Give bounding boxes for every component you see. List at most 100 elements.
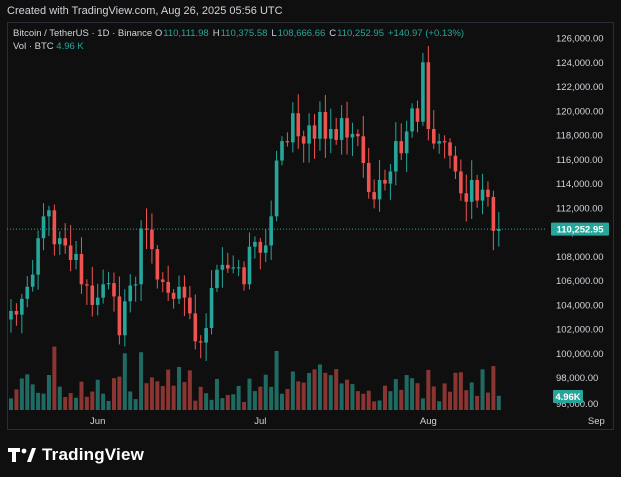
candle[interactable] [160,272,165,293]
candle[interactable] [350,122,355,157]
candle[interactable] [95,283,100,316]
candle[interactable] [366,147,371,199]
candle[interactable] [377,160,382,212]
volume-bar [133,399,138,410]
volume-bar [307,372,312,410]
candle[interactable] [296,94,301,149]
candle[interactable] [404,120,409,173]
candle[interactable] [258,238,263,270]
candle[interactable] [226,252,230,274]
candle[interactable] [128,274,133,313]
candle[interactable] [106,271,111,290]
candle[interactable] [101,269,105,304]
candle[interactable] [150,213,154,264]
candle[interactable] [280,136,284,166]
candle[interactable] [74,241,78,270]
candle[interactable] [133,276,138,302]
candle[interactable] [383,169,387,191]
volume-bar [106,400,111,410]
candle[interactable] [193,294,198,350]
candle[interactable] [491,190,496,251]
candle[interactable] [301,130,306,163]
candle[interactable] [253,236,257,259]
candle[interactable] [41,203,46,251]
candle[interactable] [79,237,84,294]
candle[interactable] [117,276,122,345]
candle[interactable] [269,200,273,260]
candle[interactable] [394,122,398,186]
candle[interactable] [415,100,420,133]
candle[interactable] [307,113,311,163]
candle[interactable] [464,174,469,222]
candlestick-chart[interactable]: 98,000.00 100,000.00 102,000.00 104,000.00 1… [7,22,614,430]
candle[interactable] [453,146,458,180]
candle[interactable] [285,132,290,147]
candle[interactable] [123,289,127,347]
candle[interactable] [469,160,474,220]
candle[interactable] [144,208,149,250]
candle[interactable] [339,105,344,155]
candle[interactable] [399,123,404,160]
candle[interactable] [459,159,463,201]
candle[interactable] [231,255,236,274]
candle[interactable] [475,174,479,208]
candle[interactable] [361,115,366,178]
candle[interactable] [236,259,241,276]
candle[interactable] [198,335,203,359]
candle[interactable] [242,261,246,291]
candle[interactable] [155,245,160,289]
candle[interactable] [25,276,30,308]
volume-bar [442,383,447,410]
candle[interactable] [139,220,143,301]
candle[interactable] [171,289,176,309]
candle[interactable] [318,101,322,151]
candle[interactable] [328,108,333,154]
candle[interactable] [345,101,349,155]
candle[interactable] [182,275,187,317]
volume-bar [426,369,431,410]
candle[interactable] [437,133,441,154]
candle[interactable] [421,53,425,126]
candle[interactable] [20,293,24,334]
candle[interactable] [448,138,452,169]
candle[interactable] [177,275,181,305]
candle[interactable] [356,129,360,147]
candle[interactable] [188,286,192,320]
candle[interactable] [166,265,170,301]
candle[interactable] [47,205,51,236]
candle[interactable] [215,264,219,292]
brand-logo[interactable]: TradingView [8,445,144,465]
volume-bar [399,389,404,410]
candle[interactable] [291,102,295,153]
candle[interactable] [85,279,89,305]
candle[interactable] [372,179,376,209]
candle[interactable] [274,150,279,222]
candle[interactable] [497,212,501,247]
candle[interactable] [209,270,214,335]
candle[interactable] [431,110,436,149]
candle[interactable] [388,163,393,200]
time-tick-label: Aug [420,416,437,427]
candle[interactable] [410,103,414,138]
candle[interactable] [68,225,73,272]
candle[interactable] [426,46,431,141]
candle[interactable] [14,303,19,326]
candle[interactable] [52,204,57,256]
candle[interactable] [30,259,35,292]
candle[interactable] [480,173,485,215]
candle[interactable] [442,135,447,159]
candle[interactable] [57,231,62,256]
candle[interactable] [247,232,252,290]
candle[interactable] [486,181,490,207]
candle[interactable] [263,229,268,263]
candle[interactable] [323,94,328,158]
candle[interactable] [36,230,40,290]
candle[interactable] [63,223,67,254]
candle[interactable] [9,299,13,333]
candle[interactable] [204,313,208,361]
candle[interactable] [312,113,317,159]
candle[interactable] [334,117,338,145]
candle[interactable] [90,266,95,317]
candle[interactable] [220,247,225,288]
candle[interactable] [112,272,116,312]
